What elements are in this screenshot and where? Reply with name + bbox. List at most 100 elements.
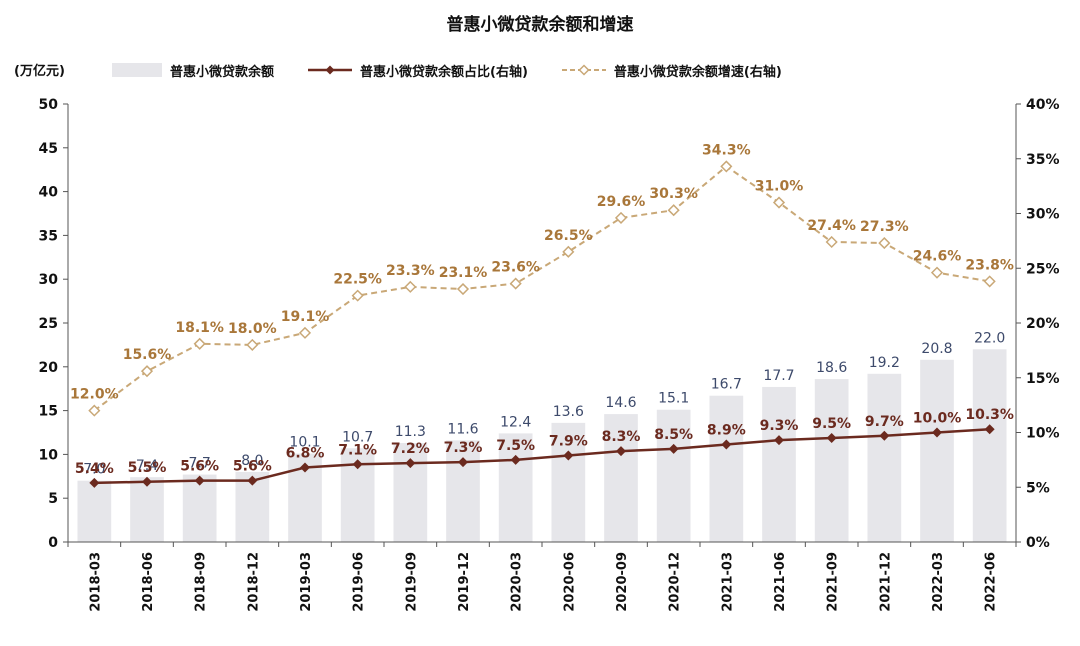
x-tick-label: 2020-03 (510, 552, 525, 612)
bar-value-label: 7.7 (189, 456, 211, 472)
growth-data-label: 29.6% (597, 194, 646, 210)
legend-item-growth: 普惠小微贷款余额增速(右轴) (561, 61, 782, 80)
y-tick-label-right: 5% (1026, 480, 1050, 496)
bar (393, 443, 428, 542)
share-point (89, 477, 100, 488)
legend-item-balance: 普惠小微贷款余额 (112, 61, 274, 80)
bar-value-label: 19.2 (869, 355, 900, 371)
y-axis-left-unit: (万亿元) (14, 64, 65, 79)
y-tick-label-left: 20 (39, 360, 59, 376)
growth-line (93, 165, 990, 412)
growth-point (720, 160, 733, 173)
y-tick-label-left: 45 (39, 141, 58, 157)
bar (656, 409, 691, 542)
share-line (94, 427, 990, 485)
x-tick-label: 2019-06 (352, 552, 367, 612)
share-point (616, 446, 626, 457)
legend-label-share: 普惠小微贷款余额占比(右轴) (360, 64, 528, 80)
share-data-label: 7.2% (391, 441, 430, 457)
bar-value-label: 18.6 (816, 360, 847, 376)
share-data-label: 5.6% (180, 459, 219, 475)
growth-point (140, 365, 154, 378)
share-point (668, 443, 679, 454)
share-data-label: 5.4% (75, 461, 114, 477)
growth-data-label: 19.1% (281, 309, 330, 325)
y-tick-label-right: 30% (1026, 207, 1060, 223)
y-tick-label-right: 25% (1026, 261, 1060, 277)
bar (498, 433, 533, 542)
growth-point (983, 275, 996, 288)
growth-point (298, 326, 312, 339)
x-tick-label: 2021-06 (773, 552, 788, 612)
y-tick-label-left: 25 (39, 316, 58, 332)
bar (604, 414, 638, 542)
bar (814, 379, 849, 542)
share-data-label: 7.1% (338, 442, 377, 458)
share-data-label: 9.5% (812, 416, 851, 432)
bar (972, 349, 1007, 542)
y-tick-label-right: 15% (1026, 371, 1060, 387)
share-point (352, 459, 363, 470)
share-point (563, 450, 574, 461)
x-tick-label: 2020-06 (562, 552, 577, 612)
bar (551, 422, 586, 542)
share-data-label: 8.9% (707, 423, 746, 439)
x-tick-label: 2020-12 (668, 552, 683, 612)
bar (182, 474, 217, 542)
legend: 普惠小微贷款余额 普惠小微贷款余额占比(右轴) 普惠小微贷款余额增速(右轴) (112, 59, 816, 81)
legend-label-growth: 普惠小微贷款余额增速(右轴) (613, 64, 782, 80)
x-tick-label: 2019-09 (404, 552, 419, 612)
x-tick-label: 2018-12 (246, 552, 261, 612)
share-data-label: 6.8% (286, 446, 325, 462)
growth-point (825, 235, 838, 249)
growth-data-label: 27.3% (860, 219, 909, 235)
share-data-label: 5.5% (128, 460, 167, 476)
growth-data-label: 23.8% (965, 257, 1014, 273)
legend-label-balance: 普惠小微贷款余额 (170, 64, 275, 80)
bar-value-label: 7.0 (83, 462, 105, 478)
share-point (300, 462, 310, 473)
bar-value-label: 15.1 (658, 391, 689, 407)
bar-value-label: 10.7 (342, 429, 373, 445)
y-tick-label-right: 35% (1026, 152, 1060, 168)
growth-data-label: 22.5% (333, 272, 382, 288)
growth-point (509, 277, 522, 290)
y-tick-label-left: 30 (39, 272, 59, 288)
y-tick-label-left: 10 (39, 447, 59, 463)
legend-swatch-balance (112, 63, 162, 77)
y-tick-label-left: 50 (39, 97, 59, 113)
growth-data-label: 12.0% (70, 387, 119, 403)
x-tick-label: 2019-12 (457, 552, 472, 612)
share-point (721, 439, 732, 450)
growth-point (772, 196, 786, 209)
growth-point (404, 280, 417, 293)
bar (762, 386, 796, 542)
bar-value-label: 8.0 (241, 453, 263, 469)
bar (77, 480, 112, 542)
share-point (932, 427, 942, 438)
growth-point (930, 266, 944, 279)
growth-point (456, 282, 470, 296)
growth-data-label: 27.4% (807, 218, 856, 234)
y-tick-label-left: 15 (39, 404, 58, 420)
y-tick-label-right: 0% (1026, 535, 1050, 551)
growth-data-label: 26.5% (544, 228, 593, 244)
share-point (510, 454, 521, 465)
growth-point (562, 245, 575, 258)
y-tick-label-left: 5 (48, 491, 58, 507)
growth-data-label: 23.6% (491, 260, 540, 276)
y-tick-label-left: 0 (48, 535, 58, 551)
bar (920, 359, 954, 542)
share-point (826, 432, 837, 443)
x-tick-label: 2019-03 (299, 552, 314, 612)
share-data-label: 7.5% (496, 438, 535, 454)
growth-point (351, 289, 364, 302)
x-tick-label: 2018-09 (194, 552, 209, 612)
share-point (142, 476, 152, 487)
x-tick-label: 2018-03 (88, 552, 103, 612)
growth-point (88, 404, 101, 417)
x-tick-label: 2020-09 (615, 552, 630, 612)
bar (130, 477, 164, 542)
